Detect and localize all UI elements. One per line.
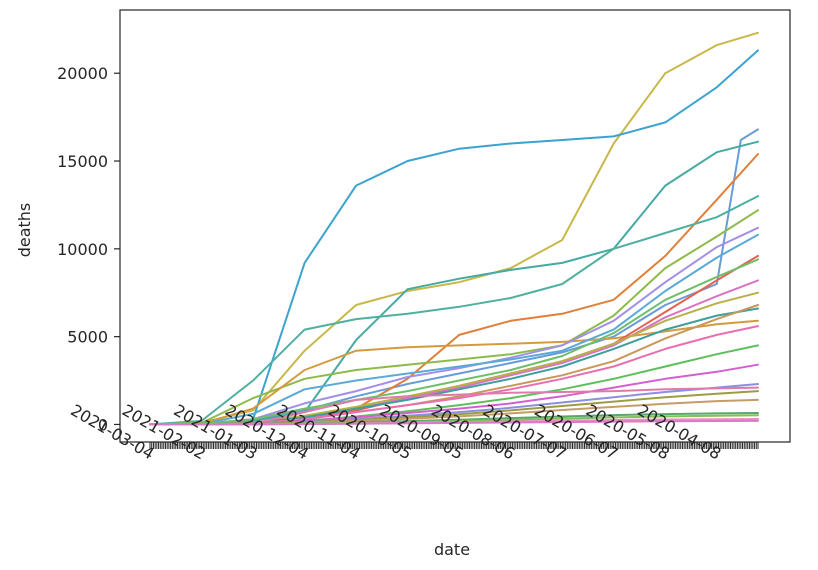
- y-tick-label: 10000: [57, 240, 108, 259]
- series-line-8: [149, 319, 759, 426]
- series-line-10: [149, 233, 759, 426]
- plot-frame: [119, 9, 791, 443]
- series-line-12: [149, 258, 759, 426]
- y-axis: 0 5000 10000 15000 20000: [57, 64, 120, 434]
- series-line-6: [149, 195, 759, 426]
- series-line-4: [149, 140, 759, 426]
- series-line-27: [149, 419, 759, 426]
- y-tick-label: 20000: [57, 64, 108, 83]
- series-line-7: [149, 209, 759, 426]
- y-tick-label: 0: [98, 415, 108, 434]
- series-line-1: [149, 31, 759, 426]
- y-tick-label: 15000: [57, 152, 108, 171]
- series-layer: [149, 31, 759, 426]
- plot-area-background: [120, 10, 790, 442]
- x-axis-label: date: [434, 540, 470, 559]
- y-axis-label: deaths: [15, 203, 34, 258]
- y-tick-label: 5000: [67, 328, 108, 347]
